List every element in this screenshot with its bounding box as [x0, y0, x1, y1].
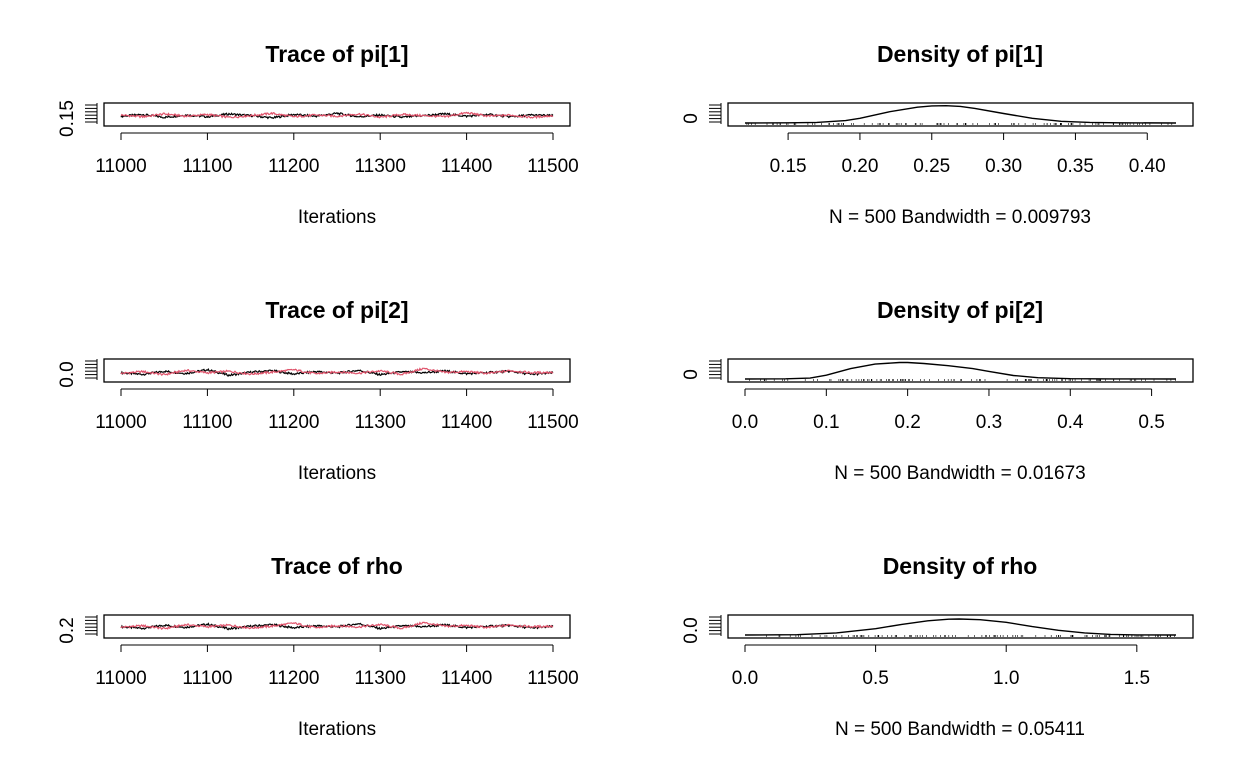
density-curve [744, 104, 1177, 124]
x-tick-label: 11200 [268, 156, 319, 177]
rug-marks [766, 635, 1175, 637]
x-axis-label: Iterations [298, 207, 376, 228]
x-tick-label: 11300 [354, 412, 405, 433]
rug-marks [749, 379, 1176, 381]
x-tick-label: 11400 [441, 412, 492, 433]
x-tick-label: 11100 [182, 412, 232, 433]
x-tick-label: 0.2 [894, 412, 920, 433]
x-tick-label: 11000 [95, 668, 146, 689]
panel-title: Density of pi[2] [877, 297, 1043, 323]
x-tick-label: 11000 [95, 156, 146, 177]
trace-panel-2: Trace of pi[2] 11000 11100 11200 11300 11400 1… [57, 297, 579, 484]
x-tick-label: 11100 [182, 156, 232, 177]
panel-title: Density of pi[1] [877, 41, 1043, 67]
x-axis-label: N = 500 Bandwidth = 0.01673 [834, 463, 1085, 484]
y-tick-label: 0.2 [57, 617, 78, 643]
x-tick-label: 0.15 [770, 156, 807, 177]
y-tick-label: 0.0 [57, 361, 78, 387]
x-tick-label: 0.4 [1057, 412, 1084, 433]
x-tick-label: 11500 [527, 668, 578, 689]
x-tick-label: 0.0 [732, 668, 758, 689]
y-tick-label: 0.0 [681, 617, 702, 643]
plot-frame [103, 614, 571, 639]
trace-series-2 [120, 621, 554, 630]
x-tick-label: 0.40 [1129, 156, 1166, 177]
x-tick-label: 11400 [441, 668, 492, 689]
x-tick-label: 0.25 [913, 156, 950, 177]
x-axis-label: Iterations [298, 463, 376, 484]
plot-frame [727, 102, 1194, 127]
trace-series-2 [120, 111, 554, 120]
density-panel-1: Density of pi[1] 0.15 0.20 0.25 0.30 0.35 0.40… [681, 41, 1194, 228]
x-tick-label: 0.5 [862, 668, 888, 689]
density-curve [744, 618, 1177, 636]
density-panel-5: Density of rho 0.0 0.5 1.0 1.5 N = 500 Bandwi… [681, 553, 1194, 740]
plot-frame [103, 358, 571, 383]
x-tick-label: 11200 [268, 412, 319, 433]
y-tick-label: 0 [681, 113, 702, 124]
panel-title: Trace of pi[2] [265, 297, 408, 323]
x-tick-label: 0.20 [841, 156, 878, 177]
x-tick-label: 0.30 [985, 156, 1022, 177]
plot-frame [103, 102, 571, 127]
x-tick-label: 1.5 [1124, 668, 1150, 689]
x-tick-label: 0.3 [976, 412, 1002, 433]
x-tick-label: 11300 [354, 156, 405, 177]
x-tick-label: 11500 [527, 156, 578, 177]
trace-series-2 [120, 367, 554, 376]
panel-title: Density of rho [883, 553, 1038, 579]
x-tick-label: 11400 [441, 156, 492, 177]
panel-title: Trace of pi[1] [265, 41, 408, 67]
x-tick-label: 11200 [268, 668, 319, 689]
x-tick-label: 11300 [354, 668, 405, 689]
rug-marks [746, 123, 1173, 125]
y-tick-label: 0.15 [57, 100, 78, 137]
x-tick-label: 0.0 [732, 412, 758, 433]
x-tick-label: 0.35 [1057, 156, 1094, 177]
panel-title: Trace of rho [271, 553, 403, 579]
x-tick-label: 11500 [527, 412, 578, 433]
x-tick-label: 1.0 [993, 668, 1019, 689]
trace-panel-0: Trace of pi[1] 11000 11100 11200 11300 11400 1… [57, 41, 579, 228]
x-tick-label: 11000 [95, 412, 146, 433]
density-panel-3: Density of pi[2] 0.0 0.1 0.2 0.3 0.4 0.5 N = 50… [681, 297, 1194, 484]
x-axis-label: Iterations [298, 719, 376, 740]
y-tick-label: 0 [681, 369, 702, 380]
x-tick-label: 0.5 [1138, 412, 1164, 433]
x-tick-label: 11100 [182, 668, 232, 689]
x-tick-label: 0.1 [813, 412, 839, 433]
trace-panel-4: Trace of rho 11000 11100 11200 11300 11400 115… [57, 553, 579, 740]
plot-frame [727, 358, 1194, 383]
x-axis-label: N = 500 Bandwidth = 0.05411 [835, 719, 1085, 740]
plot-frame [727, 614, 1194, 639]
density-curve [744, 361, 1177, 380]
x-axis-label: N = 500 Bandwidth = 0.009793 [829, 207, 1091, 228]
